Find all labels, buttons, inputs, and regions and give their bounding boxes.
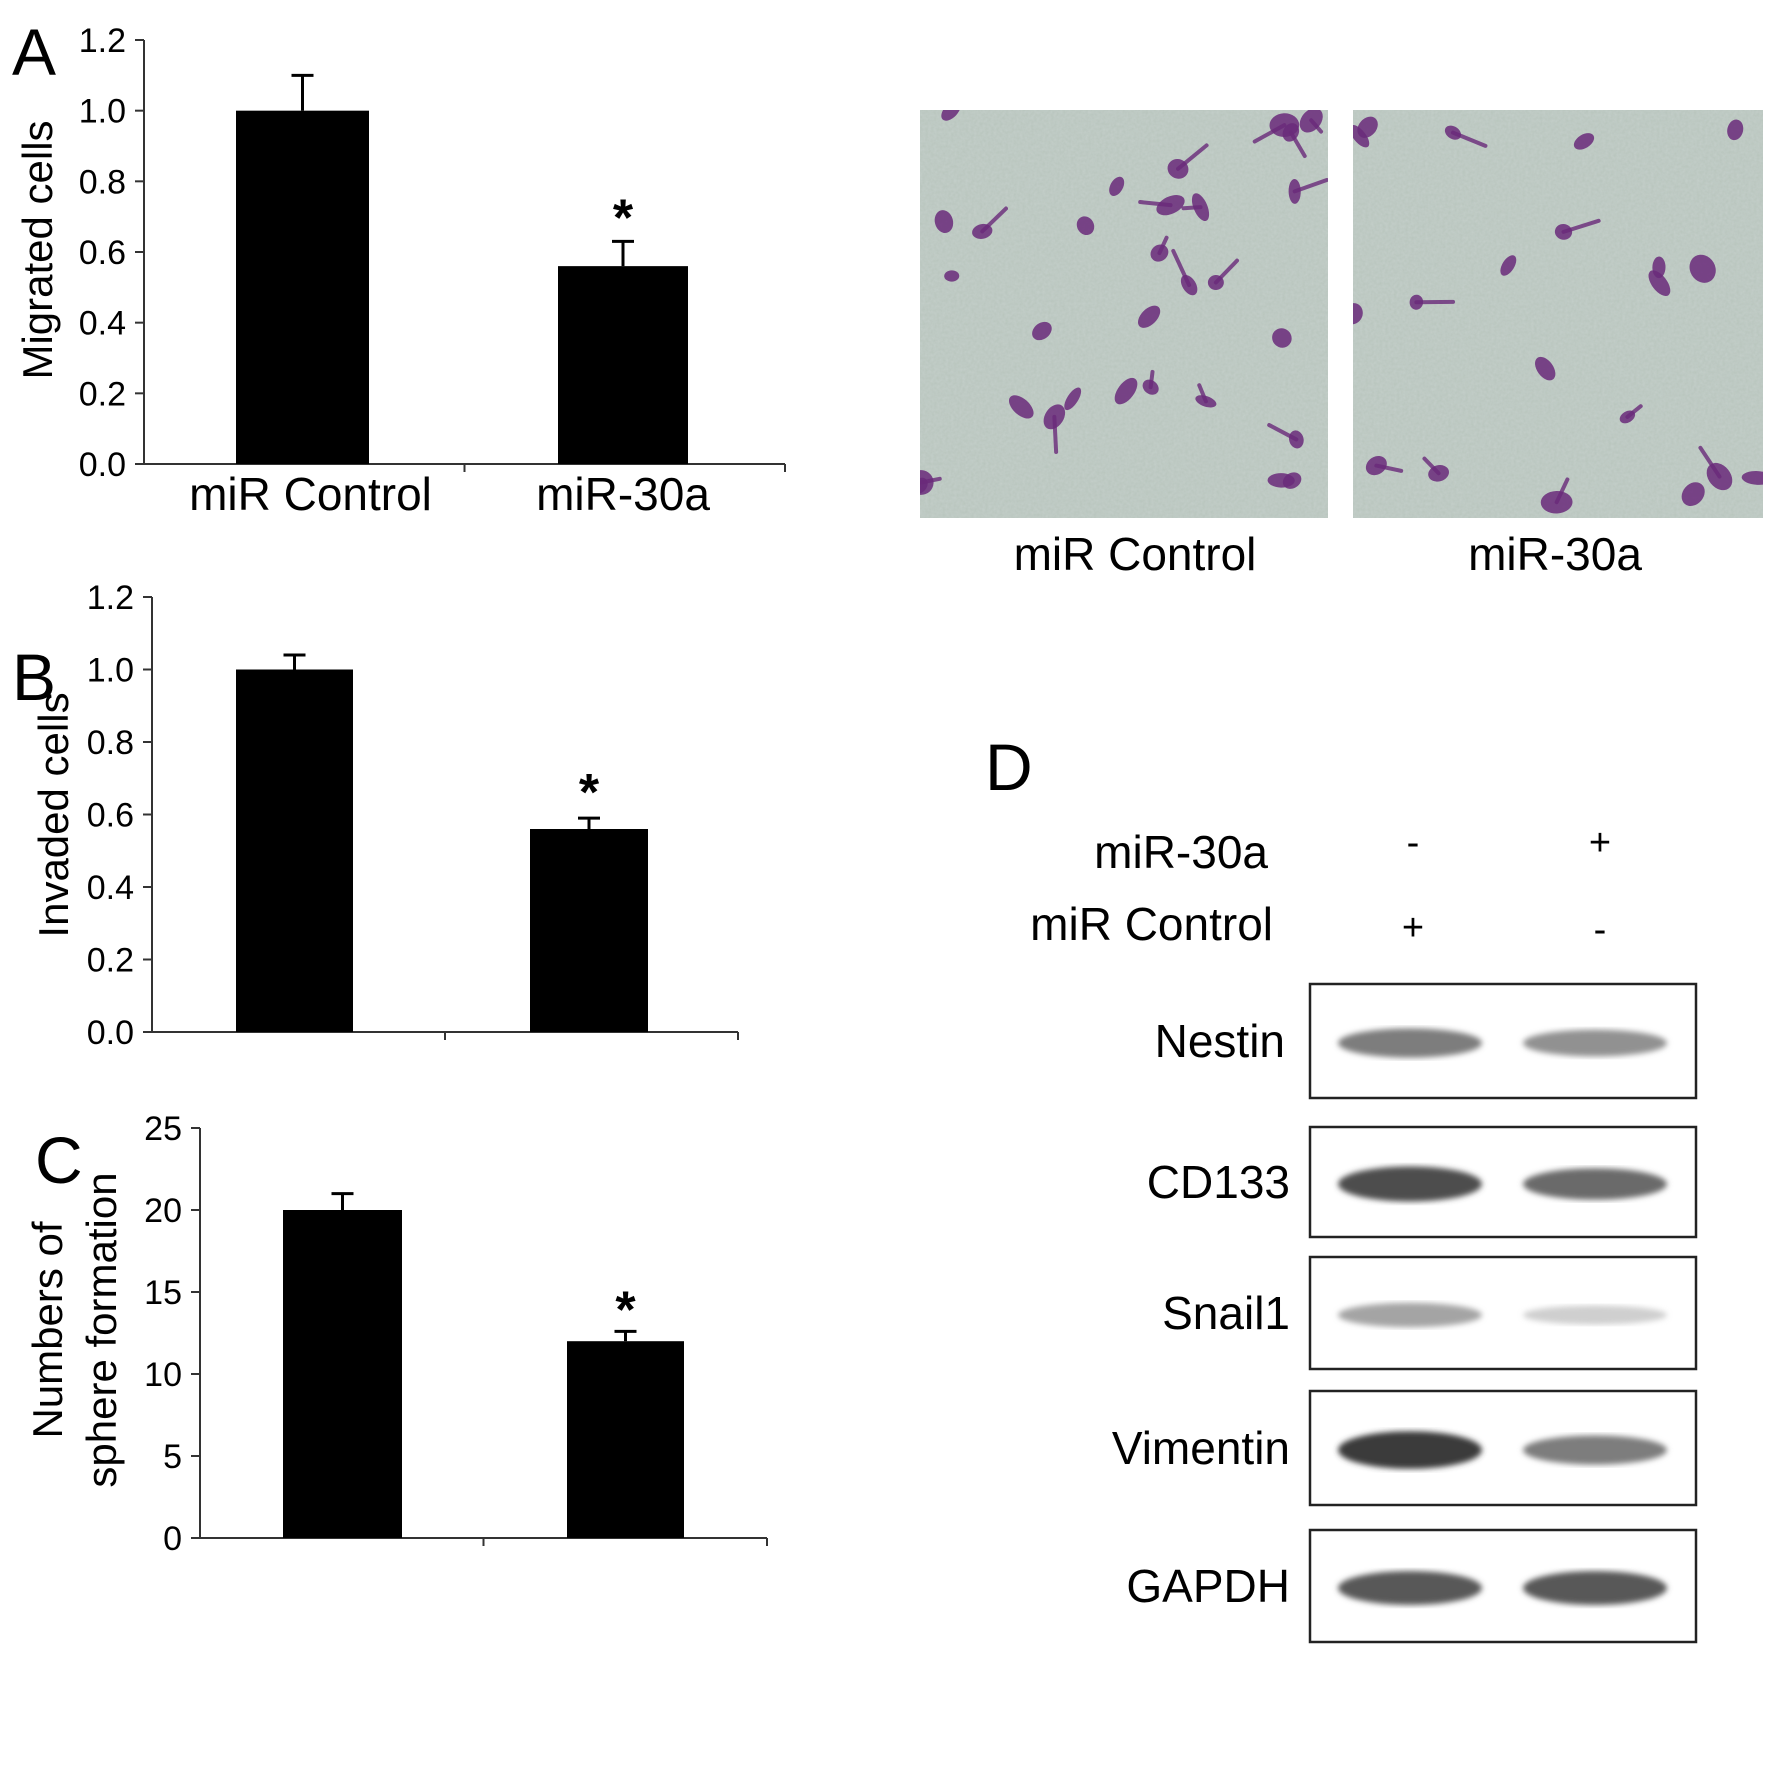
y-tick-label: 0.2 bbox=[87, 942, 134, 980]
sign-mircontrol-lane2: - bbox=[1594, 909, 1607, 951]
y-tick-label: 15 bbox=[144, 1274, 182, 1312]
x-category-label: miR-30a bbox=[536, 468, 710, 520]
western-blot: Nestin CD133 Snail1 Vimentin GAPDH bbox=[1112, 984, 1696, 1642]
panel-letter-c: C bbox=[35, 1123, 83, 1197]
y-tick-label: 0.6 bbox=[79, 234, 126, 272]
panel-letter-a: A bbox=[12, 15, 56, 89]
bar bbox=[530, 829, 648, 1032]
micrograph-label-control: miR Control bbox=[1014, 528, 1257, 580]
micrograph-background bbox=[920, 110, 1328, 518]
blot-band bbox=[1523, 1571, 1667, 1605]
y-tick-label: 25 bbox=[144, 1110, 182, 1148]
cell-process bbox=[1054, 417, 1056, 452]
sign-mircontrol-lane1: + bbox=[1402, 907, 1424, 949]
y-tick-label: 1.2 bbox=[79, 22, 126, 60]
y-tick-label: 0 bbox=[163, 1520, 182, 1558]
x-category-label: miR Control bbox=[189, 468, 432, 520]
y-tick-label: 1.2 bbox=[87, 579, 134, 617]
blot-band-label: Snail1 bbox=[1162, 1287, 1290, 1339]
blot-band-label: CD133 bbox=[1147, 1156, 1290, 1208]
significance-marker: * bbox=[579, 764, 600, 822]
chart-invaded-cells: 0.0 0.2 0.4 0.6 0.8 1.0 1.2 * Invaded cells bbox=[30, 579, 738, 1052]
y-tick-label: 0.4 bbox=[79, 305, 126, 343]
cell-process bbox=[1183, 207, 1200, 208]
y-tick-label: 0.4 bbox=[87, 869, 134, 907]
blot-band bbox=[1338, 1431, 1482, 1469]
cell-process bbox=[1151, 372, 1153, 387]
micrograph-mir30a bbox=[1340, 110, 1772, 518]
y-tick-label: 5 bbox=[163, 1438, 182, 1476]
y-tick-label: 0.0 bbox=[79, 446, 126, 484]
blot-band bbox=[1338, 1571, 1482, 1605]
blot-band bbox=[1523, 1435, 1667, 1464]
significance-marker: * bbox=[613, 189, 634, 247]
blot-band-label: GAPDH bbox=[1126, 1560, 1290, 1612]
panel-letter-d: D bbox=[985, 730, 1033, 804]
blot-band bbox=[1338, 1028, 1482, 1057]
condition-label-mircontrol: miR Control bbox=[1030, 898, 1273, 950]
blot-band-label: Nestin bbox=[1155, 1015, 1285, 1067]
blot-band-label: Vimentin bbox=[1112, 1422, 1290, 1474]
y-tick-label: 10 bbox=[144, 1356, 182, 1394]
y-tick-label: 0.2 bbox=[79, 375, 126, 413]
y-tick-label: 0.0 bbox=[87, 1014, 134, 1052]
blot-band bbox=[1523, 1306, 1667, 1325]
chart-migrated-cells: 0.0 0.2 0.4 0.6 0.8 1.0 1.2 miR Control * miR-30a… bbox=[14, 22, 785, 520]
blot-band bbox=[1523, 1030, 1667, 1057]
bar bbox=[567, 1341, 684, 1538]
y-tick-label: 1.0 bbox=[87, 652, 134, 690]
y-tick-label: 0.8 bbox=[87, 724, 134, 762]
sign-mir30a-lane1: - bbox=[1407, 822, 1420, 864]
micrograph-control bbox=[908, 97, 1328, 518]
bar bbox=[236, 111, 369, 464]
bar bbox=[283, 1210, 402, 1538]
significance-marker: * bbox=[615, 1281, 636, 1339]
y-axis-label-line: sphere formation bbox=[78, 1172, 125, 1487]
blot-band bbox=[1338, 1303, 1482, 1327]
bar bbox=[236, 670, 353, 1033]
y-tick-label: 1.0 bbox=[79, 93, 126, 131]
blot-band bbox=[1523, 1168, 1667, 1200]
y-tick-label: 20 bbox=[144, 1192, 182, 1230]
blot-band bbox=[1338, 1166, 1482, 1201]
micrograph-label-mir30a: miR-30a bbox=[1468, 528, 1642, 580]
y-axis-label: Migrated cells bbox=[14, 120, 61, 379]
micrograph-background bbox=[1353, 110, 1763, 518]
y-tick-label: 0.8 bbox=[79, 163, 126, 201]
y-axis-label-line: Numbers of bbox=[24, 1221, 71, 1438]
y-tick-label: 0.6 bbox=[87, 797, 134, 835]
bar bbox=[558, 266, 688, 464]
condition-label-mir30a: miR-30a bbox=[1094, 826, 1268, 878]
sign-mir30a-lane2: + bbox=[1589, 822, 1611, 864]
y-axis-label: Invaded cells bbox=[30, 692, 77, 937]
